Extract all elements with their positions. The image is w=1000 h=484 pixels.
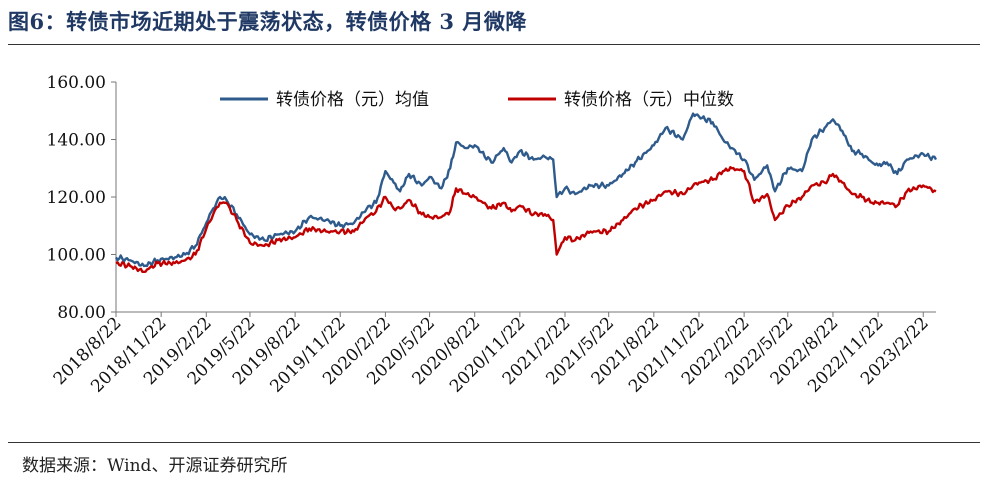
y-tick-label: 80.00 — [57, 303, 106, 323]
title-divider — [8, 44, 980, 45]
series-line-2 — [115, 166, 937, 273]
y-tick-label: 160.00 — [47, 73, 106, 93]
source-note: 数据来源：Wind、开源证券研究所 — [22, 456, 288, 476]
source-divider — [8, 442, 980, 443]
chart-legend: 转债价格（元）均值 转债价格（元）中位数 — [220, 90, 734, 110]
y-tick-label: 140.00 — [47, 131, 106, 151]
line-chart: 80.00100.00120.00140.00160.002018/8/2220… — [47, 73, 938, 397]
chart-axes: 80.00100.00120.00140.00160.002018/8/2220… — [47, 73, 936, 397]
series-line-1 — [114, 112, 938, 268]
y-tick-label: 100.00 — [47, 246, 106, 266]
chart-series — [114, 112, 938, 273]
legend-label-1: 转债价格（元）均值 — [276, 90, 429, 110]
legend-label-2: 转债价格（元）中位数 — [564, 90, 734, 110]
figure-title: 图6：转债市场近期处于震荡状态，转债价格 3 月微降 — [8, 9, 527, 34]
y-tick-label: 120.00 — [47, 188, 106, 208]
